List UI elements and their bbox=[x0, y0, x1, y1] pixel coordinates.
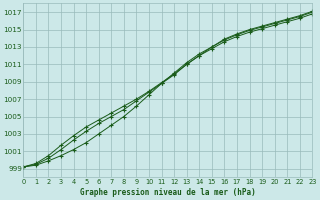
X-axis label: Graphe pression niveau de la mer (hPa): Graphe pression niveau de la mer (hPa) bbox=[80, 188, 256, 197]
